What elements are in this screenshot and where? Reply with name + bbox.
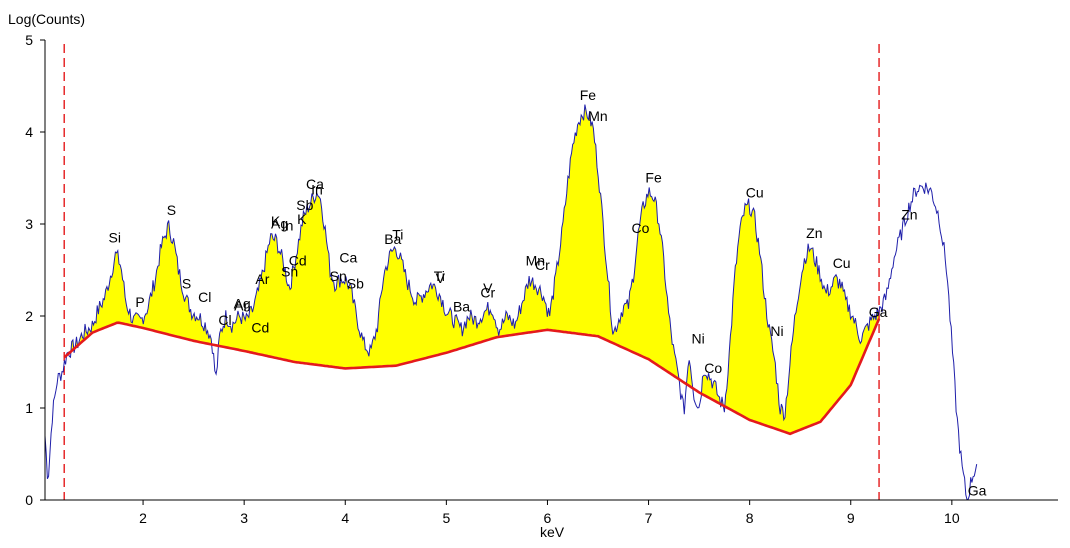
y-tick-label: 5 [25, 32, 33, 48]
background-layer [63, 318, 881, 436]
roi-marker-layer [63, 44, 880, 500]
peak-fill-layer [64, 104, 879, 434]
peak-label: K [297, 211, 307, 227]
peak-label: Ga [869, 304, 888, 320]
peak-label: Ag [234, 296, 251, 312]
y-tick-label: 0 [25, 492, 33, 508]
x-tick-label: 4 [341, 510, 349, 526]
peak-label: Cr [535, 257, 550, 273]
peak-label: Zn [901, 206, 917, 222]
x-tick-label: 7 [645, 510, 653, 526]
peak-label: Co [632, 220, 650, 236]
peak-label: Ag [271, 216, 288, 232]
peak-label: Mn [526, 252, 545, 268]
peak-label: Ti [392, 227, 403, 243]
peak-label: Ni [770, 323, 783, 339]
peak-label: Zn [806, 225, 822, 241]
peak-label: P [135, 294, 144, 310]
x-tick-label: 2 [139, 510, 147, 526]
peak-label: Cr [480, 285, 495, 301]
peak-label: Sb [347, 275, 364, 291]
y-tick-label: 3 [25, 216, 33, 232]
peak-label-layer: SiSPSClClAgArCdArKAgInSnCdKSbCaInSnCaSbB… [109, 87, 987, 499]
spectrum-layer [44, 104, 978, 501]
y-tick-label: 2 [25, 308, 33, 324]
background-curve [63, 318, 881, 436]
peak-label: Mn [588, 108, 607, 124]
peak-label: K [271, 213, 281, 229]
peak-label: In [282, 217, 294, 233]
x-tick-label: 10 [944, 510, 960, 526]
peak-label: Cl [218, 312, 231, 328]
peak-label: Sb [296, 197, 313, 213]
peak-label: Ti [434, 268, 445, 284]
peak-label: Ga [968, 482, 987, 498]
peak-label: In [311, 182, 323, 198]
peak-label: Ca [339, 250, 357, 266]
y-tick-label: 4 [25, 124, 33, 140]
x-axis-title: keV [540, 524, 565, 540]
peak-label: S [167, 202, 176, 218]
peak-label: V [436, 270, 446, 286]
peak-label: V [483, 280, 493, 296]
y-axis-title: Log(Counts) [8, 11, 85, 27]
x-tick-label: 9 [847, 510, 855, 526]
axis-layer: 0 1 2 3 4 5 2 3 4 5 6 7 8 9 10 [25, 32, 1058, 526]
peak-label: Ni [691, 331, 704, 347]
peak-label: Cu [833, 255, 851, 271]
peak-label: Cl [198, 289, 211, 305]
peak-label: Co [704, 360, 722, 376]
peak-label: Fe [645, 170, 662, 186]
peak-label: Fe [580, 87, 597, 103]
peak-label: Ar [255, 271, 269, 287]
peak-label: Si [109, 229, 121, 245]
peak-label: Ba [453, 298, 470, 314]
x-tick-label: 8 [746, 510, 754, 526]
peak-label: Ba [384, 231, 401, 247]
peak-label: Cd [289, 252, 307, 268]
x-tick-label: 6 [544, 510, 552, 526]
peak-label: S [182, 275, 191, 291]
peak-label: Sn [281, 263, 298, 279]
x-tick-label: 5 [442, 510, 450, 526]
x-tick-label: 3 [240, 510, 248, 526]
peak-label: Sn [330, 268, 347, 284]
peak-label: Ar [234, 297, 248, 313]
y-tick-label: 1 [25, 400, 33, 416]
peak-area-fill [64, 104, 879, 434]
peak-label: Cu [746, 184, 764, 200]
peak-label: Cd [251, 320, 269, 336]
peak-label: Ca [306, 176, 324, 192]
spectrum-line [44, 104, 978, 501]
